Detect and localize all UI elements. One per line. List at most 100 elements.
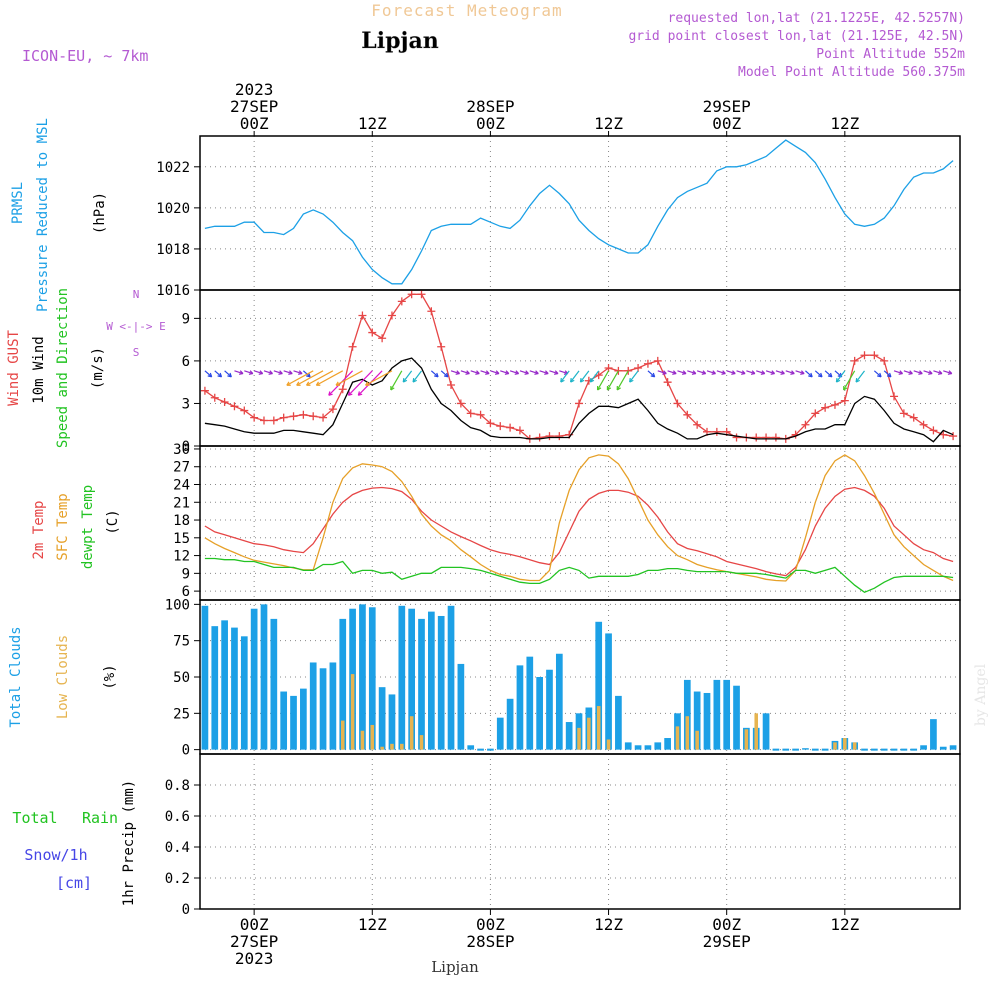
time-label-bottom: 27SEP <box>230 932 278 951</box>
total_clouds-bar <box>447 605 455 750</box>
total_clouds-bar <box>939 746 947 750</box>
gust-marker <box>870 351 879 360</box>
gust-marker <box>762 433 771 442</box>
gust-marker <box>811 409 820 418</box>
total_clouds-bar <box>930 719 937 750</box>
gust-marker <box>643 359 652 368</box>
gust-marker <box>210 393 219 402</box>
ylabel-prmsl-desc: Pressure Reduced to MSL <box>35 118 51 312</box>
total_clouds-bar <box>428 611 435 750</box>
temperature-panel <box>194 445 961 601</box>
wind-arrow-head <box>365 381 370 386</box>
wind-arrow-head <box>818 372 823 378</box>
total_clouds-bar <box>555 653 563 750</box>
gust-marker <box>840 396 849 405</box>
wind-arrow-head <box>731 370 736 375</box>
ylabel-prmsl-unit: (hPa) <box>92 192 108 234</box>
wind-arrow <box>597 370 610 391</box>
time-label-bottom: 12Z <box>358 915 387 934</box>
ylabel-temp2m: 2m Temp <box>31 500 47 559</box>
gust-marker <box>821 403 830 412</box>
wind-arrow <box>244 370 254 375</box>
wind-arrow <box>549 370 559 375</box>
y-tick-label: 75 <box>173 634 190 650</box>
low_clouds-bar <box>744 729 749 750</box>
total_clouds-bar <box>418 618 425 750</box>
wind-arrow <box>855 370 865 383</box>
wind-arrow <box>775 370 785 375</box>
low_clouds-bar <box>390 743 394 750</box>
wind-arrow <box>460 370 470 375</box>
y-tick-label: 0 <box>182 902 190 918</box>
precip-frame <box>199 753 961 910</box>
plot-layer: 1016101810201022036969121518212427300255… <box>6 80 961 968</box>
low_clouds-bar <box>380 746 384 750</box>
total_clouds-bar <box>664 738 671 750</box>
gust-marker <box>259 416 268 425</box>
low_clouds-bar <box>400 743 404 750</box>
wind-arrow <box>873 370 882 378</box>
gust-marker <box>732 433 741 442</box>
wind-arrow <box>539 370 549 375</box>
time-label-top: 28SEP <box>466 97 514 116</box>
time-label-bottom: 2023 <box>235 949 274 968</box>
wind-arrow-head <box>650 372 656 378</box>
wind-arrow <box>234 370 244 375</box>
wind-arrow-head <box>835 377 841 383</box>
gust-marker <box>929 426 938 435</box>
time-label-top: 27SEP <box>230 97 278 116</box>
y-tick-label: 50 <box>173 670 190 686</box>
wind-arrow <box>647 370 656 378</box>
wind-arrow <box>390 370 403 391</box>
gust-marker <box>358 311 367 320</box>
total_clouds-bar <box>290 695 297 750</box>
total_clouds-bar <box>890 748 898 751</box>
wind-arrow-head <box>434 372 439 378</box>
y-tick-label: 30 <box>173 442 190 458</box>
wind-arrow-head <box>770 370 776 375</box>
wind-arrow <box>470 370 480 375</box>
wind-arrow <box>736 370 746 375</box>
total_clouds-bar <box>221 620 228 750</box>
total_clouds-bar <box>703 692 711 750</box>
total_clouds-bar <box>811 748 819 751</box>
wind-arrow <box>883 370 892 378</box>
pressure-frame <box>199 135 961 291</box>
total_clouds-bar <box>772 748 780 751</box>
wind-arrow <box>559 370 569 375</box>
y-tick-label: 1018 <box>156 242 190 258</box>
ylabel-prmsl: PRMSL <box>10 182 26 224</box>
wind-arrow-head <box>305 381 311 386</box>
gust-marker <box>535 433 544 442</box>
total_clouds-bar <box>949 745 957 750</box>
footer-location: Lipjan <box>431 958 479 976</box>
sfc-line <box>204 454 954 582</box>
ylabel-wind-desc: Speed and Direction <box>55 288 71 448</box>
wind-arrow-head <box>560 377 565 383</box>
wind-arrow-head <box>606 385 612 391</box>
y-tick-label: 1016 <box>156 283 190 299</box>
total_clouds-bar <box>713 679 721 750</box>
y-tick-label: 24 <box>173 478 190 494</box>
wind-arrow-head <box>238 370 244 375</box>
time-label-bottom: 00Z <box>712 915 741 934</box>
time-label-bottom: 12Z <box>830 915 859 934</box>
wind-arrow-head <box>908 370 913 375</box>
time-label-top: 12Z <box>594 114 623 133</box>
gust-marker <box>683 410 692 419</box>
wind-arrow <box>214 370 222 378</box>
gust-marker <box>230 402 239 411</box>
total_clouds-bar <box>565 722 573 750</box>
gust-marker <box>801 420 810 429</box>
time-label-top: 2023 <box>235 80 274 99</box>
gust-marker <box>515 426 524 435</box>
low_clouds-bar <box>340 720 345 750</box>
ylabel-dewpt: dewpt Temp <box>80 485 96 569</box>
total_clouds-bar <box>467 745 475 750</box>
wind-arrow-head <box>701 370 707 375</box>
time-label-top: 00Z <box>240 114 269 133</box>
gust-marker <box>378 334 387 343</box>
total_clouds-bar <box>506 698 514 750</box>
gust-marker <box>289 412 298 421</box>
wind-arrow-head <box>328 391 333 396</box>
